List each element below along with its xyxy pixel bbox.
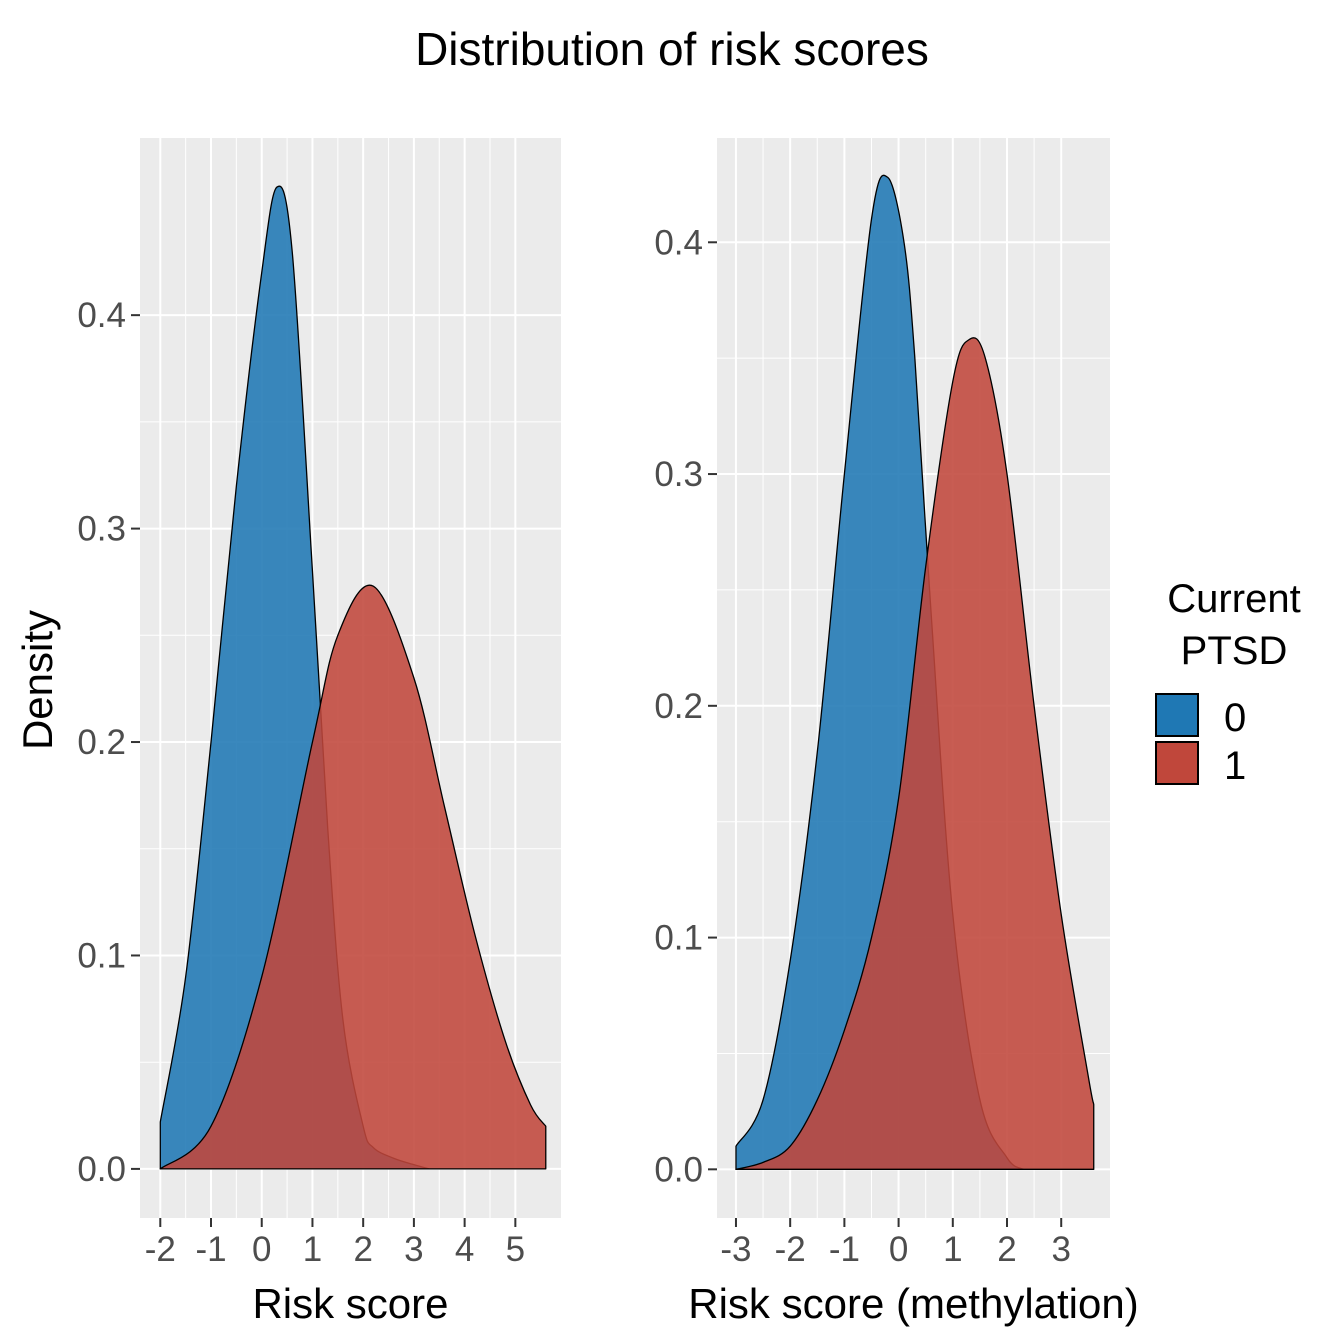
- x-tick-label: 0: [252, 1230, 271, 1269]
- y-tick-label: 0.2: [77, 723, 126, 762]
- x-axis-title: Risk score (methylation): [688, 1280, 1138, 1327]
- x-tick-label: 2: [353, 1230, 372, 1269]
- x-tick-label: 1: [943, 1230, 962, 1269]
- y-tick-label: 0.0: [77, 1150, 126, 1189]
- x-tick-label: 5: [506, 1230, 525, 1269]
- y-tick-label: 0.1: [654, 919, 703, 958]
- panel-risk-score: -2 -1 0 1 2 3 4 5 0.0 0.1 0.2 0.3 0.4 Risk score: [77, 138, 561, 1327]
- x-tick-label: -1: [195, 1230, 226, 1269]
- legend-label-1: 1: [1224, 744, 1246, 788]
- y-tick-label: 0.3: [77, 510, 126, 549]
- x-tick-label: -2: [775, 1230, 806, 1269]
- x-tick-label: -1: [829, 1230, 860, 1269]
- x-axis-title: Risk score: [252, 1280, 448, 1327]
- x-tick-label: 0: [889, 1230, 908, 1269]
- legend: Current PTSD 0 1: [1155, 577, 1301, 788]
- legend-label-0: 0: [1224, 696, 1246, 740]
- density-area-series-1: [159, 584, 547, 1170]
- x-tick-label: 3: [1051, 1230, 1070, 1269]
- x-tick-label: 1: [303, 1230, 322, 1269]
- legend-key-1: [1155, 741, 1199, 785]
- y-tick-label: 0.1: [77, 936, 126, 975]
- y-axis-title: Density: [14, 610, 61, 750]
- legend-key-0: [1155, 693, 1199, 737]
- x-tick-label: 2: [997, 1230, 1016, 1269]
- chart-title: Distribution of risk scores: [415, 23, 929, 75]
- panel-risk-score-methylation: -3 -2 -1 0 1 2 3 0.0 0.1 0.2 0.3 0.4 Risk score (met…: [654, 138, 1139, 1327]
- x-tick-label: -2: [145, 1230, 176, 1269]
- y-tick-label: 0.2: [654, 687, 703, 726]
- y-tick-label: 0.3: [654, 455, 703, 494]
- legend-title-line2: PTSD: [1181, 629, 1288, 673]
- y-tick-label: 0.0: [654, 1150, 703, 1189]
- y-tick-label: 0.4: [654, 223, 703, 262]
- x-tick-label: 4: [455, 1230, 474, 1269]
- x-tick-label: -3: [720, 1230, 751, 1269]
- y-tick-label: 0.4: [77, 296, 126, 335]
- density-area-series-1: [735, 337, 1095, 1170]
- x-tick-label: 3: [404, 1230, 423, 1269]
- legend-title-line1: Current: [1167, 577, 1300, 621]
